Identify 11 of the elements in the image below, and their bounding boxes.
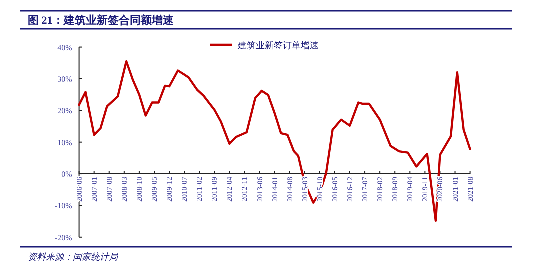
y-tick-label: 30% [58, 74, 73, 84]
text: 资料来源：国家统计局 [28, 252, 119, 262]
chart-title: 图 21：建筑业新签合同额增速 [28, 14, 175, 27]
y-tick-label: 20% [58, 106, 73, 116]
y-tick-label: -10% [54, 202, 73, 211]
y-tick-label: 0% [62, 170, 73, 180]
y-tick-label: 40% [58, 43, 73, 52]
legend-label: 建筑业新签订单增速 [237, 40, 319, 50]
y-tick-label: 10% [58, 138, 73, 148]
line-series [78, 60, 472, 222]
y-tick-label: -20% [54, 233, 73, 242]
